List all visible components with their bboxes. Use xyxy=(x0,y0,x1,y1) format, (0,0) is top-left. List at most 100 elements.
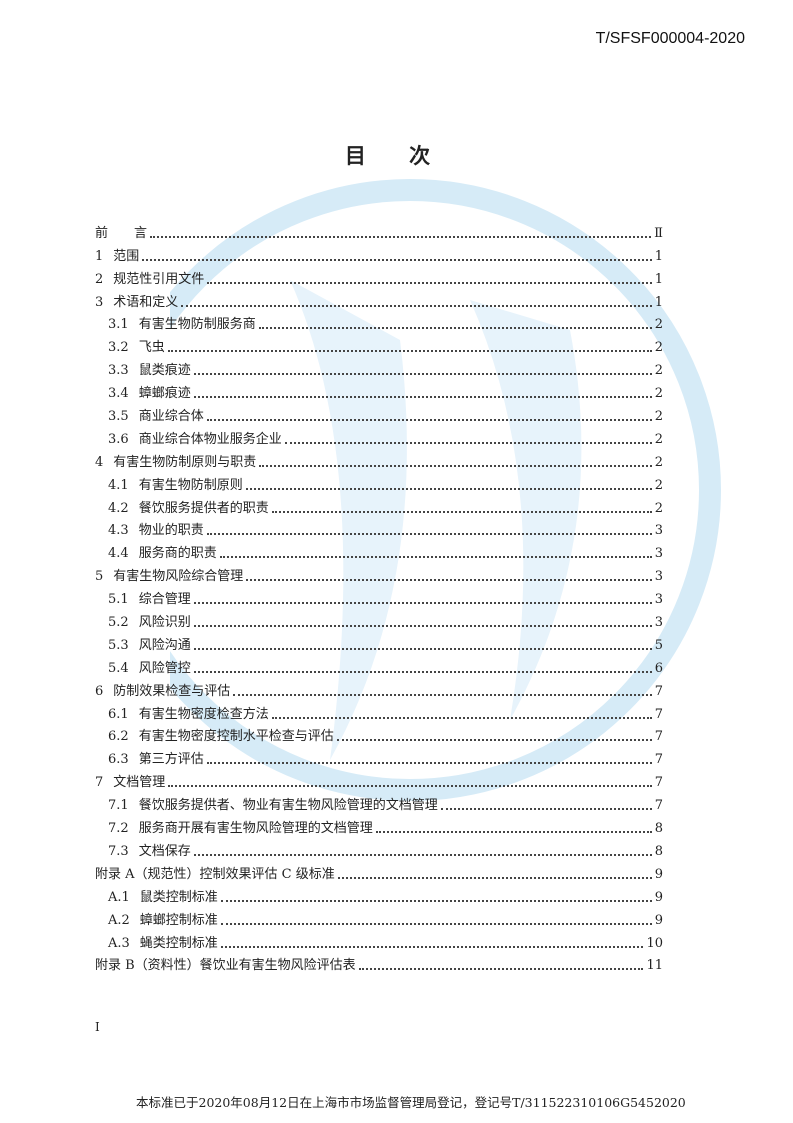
dot-leader xyxy=(358,968,644,971)
toc-entry[interactable]: 3.1 有害生物防制服务商 2 xyxy=(95,312,663,335)
dot-leader xyxy=(284,441,652,444)
toc-entry-label: 有害生物防制原则与职责 xyxy=(113,454,257,470)
toc-entry-page: 7 xyxy=(654,752,663,768)
dot-leader xyxy=(375,831,652,834)
toc-entry-page: 1 xyxy=(654,294,663,310)
toc-entry-page: 9 xyxy=(654,889,663,905)
toc-entry[interactable]: 4 有害生物防制原则与职责 2 xyxy=(95,449,663,472)
toc-entry-label: 风险识别 xyxy=(138,615,191,631)
toc-entry-label: 附录 B（资料性）餐饮业有害生物风险评估表 xyxy=(95,958,356,974)
toc-entry-number: 7.3 xyxy=(108,843,129,859)
dot-leader xyxy=(337,876,652,879)
toc-entry[interactable]: 7.2 服务商开展有害生物风险管理的文档管理 8 xyxy=(95,815,663,838)
toc-entry[interactable]: 3.2 飞虫 2 xyxy=(95,334,663,357)
toc-entry-label: 鼠类控制标准 xyxy=(139,889,218,905)
toc-entry[interactable]: 4.2 餐饮服务提供者的职责 2 xyxy=(95,495,663,518)
toc-entry-number: 5 xyxy=(95,569,104,585)
toc-entry[interactable]: 4.4 服务商的职责 3 xyxy=(95,540,663,563)
dot-leader xyxy=(193,625,652,628)
toc-entry-page: 7 xyxy=(654,798,663,814)
dot-leader xyxy=(219,556,652,559)
toc-entry[interactable]: A.2 蟑螂控制标准 9 xyxy=(95,907,663,930)
toc-entry[interactable]: 7.3 文档保存 8 xyxy=(95,838,663,861)
toc-entry-number: 6.1 xyxy=(108,706,129,722)
toc-entry[interactable]: 7.1 餐饮服务提供者、物业有害生物风险管理的文档管理 7 xyxy=(95,792,663,815)
toc-entry[interactable]: 前 言 Ⅱ xyxy=(95,220,663,243)
toc-entry[interactable]: 3 术语和定义 1 xyxy=(95,289,663,312)
toc-entry[interactable]: 4.1 有害生物防制原则 2 xyxy=(95,472,663,495)
dot-leader xyxy=(220,899,652,902)
toc-entry[interactable]: 7 文档管理 7 xyxy=(95,769,663,792)
toc-entry[interactable]: A.3 蝇类控制标准 10 xyxy=(95,930,663,953)
toc-entry[interactable]: 3.4 蟑螂痕迹 2 xyxy=(95,380,663,403)
toc-entry-page: 7 xyxy=(654,706,663,722)
toc-entry[interactable]: 6 防制效果检查与评估 7 xyxy=(95,678,663,701)
toc-entry[interactable]: 附录 A（规范性）控制效果评估 C 级标准 9 xyxy=(95,861,663,884)
toc-entry-page: 2 xyxy=(654,500,663,516)
toc-entry[interactable]: 6.3 第三方评估 7 xyxy=(95,746,663,769)
toc-entry-page: 7 xyxy=(654,729,663,745)
document-number: T/SFSF000004-2020 xyxy=(595,30,745,47)
toc-entry-label: 有害生物密度检查方法 xyxy=(138,706,269,722)
toc-entry-page: 3 xyxy=(654,523,663,539)
toc-entry[interactable]: 5 有害生物风险综合管理 3 xyxy=(95,563,663,586)
dot-leader xyxy=(181,304,652,307)
toc-entry[interactable]: 5.3 风险沟通 5 xyxy=(95,632,663,655)
dot-leader xyxy=(206,419,652,422)
dot-leader xyxy=(167,350,652,353)
toc-entry[interactable]: A.1 鼠类控制标准 9 xyxy=(95,884,663,907)
dot-leader xyxy=(336,739,652,742)
toc-entry[interactable]: 3.5 商业综合体 2 xyxy=(95,403,663,426)
toc-entry[interactable]: 5.1 综合管理 3 xyxy=(95,586,663,609)
toc-entry-page: 3 xyxy=(654,615,663,631)
toc-entry-label: 前 言 xyxy=(95,225,148,241)
toc-entry[interactable]: 5.2 风险识别 3 xyxy=(95,609,663,632)
toc-entry-number: 3.4 xyxy=(108,386,129,402)
dot-leader xyxy=(271,510,652,513)
toc-entry-page: 1 xyxy=(654,248,663,264)
toc-entry[interactable]: 6.1 有害生物密度检查方法 7 xyxy=(95,701,663,724)
toc-entry-number: 3.3 xyxy=(108,363,129,379)
toc-entry-number: 3.2 xyxy=(108,340,129,356)
dot-leader xyxy=(233,693,652,696)
toc-entry[interactable]: 3.6 商业综合体物业服务企业 2 xyxy=(95,426,663,449)
toc-entry-number: 3 xyxy=(95,294,104,310)
toc-entry-label: 有害生物风险综合管理 xyxy=(113,569,244,585)
toc-entry[interactable]: 5.4 风险管控 6 xyxy=(95,655,663,678)
dot-leader xyxy=(193,853,652,856)
toc-entry-page: 5 xyxy=(654,637,663,653)
toc-entry-label: 风险沟通 xyxy=(138,637,191,653)
dot-leader xyxy=(193,373,652,376)
toc-entry-label: 有害生物防制服务商 xyxy=(138,317,256,333)
toc-entry-label: 商业综合体 xyxy=(138,409,204,425)
toc-entry-label: 附录 A（规范性）控制效果评估 C 级标准 xyxy=(95,866,335,882)
toc-entry-label: 防制效果检查与评估 xyxy=(113,683,231,699)
toc-entry-page: 2 xyxy=(654,431,663,447)
toc-entry-page: 3 xyxy=(654,569,663,585)
toc-entry-number: 5.3 xyxy=(108,637,129,653)
toc-entry-number: 5.2 xyxy=(108,615,129,631)
toc-entry[interactable]: 2 规范性引用文件 1 xyxy=(95,266,663,289)
toc-entry-label: 飞虫 xyxy=(138,340,165,356)
toc-entry[interactable]: 3.3 鼠类痕迹 2 xyxy=(95,357,663,380)
toc-entry-page: 2 xyxy=(654,386,663,402)
toc-entry[interactable]: 附录 B（资料性）餐饮业有害生物风险评估表 11 xyxy=(95,953,663,976)
dot-leader xyxy=(271,716,652,719)
toc-entry-number: 7.2 xyxy=(108,821,129,837)
toc-entry-number: 4.2 xyxy=(108,500,129,516)
toc-entry-label: 服务商的职责 xyxy=(138,546,217,562)
page-number: I xyxy=(95,1020,100,1034)
toc-entry-label: 鼠类痕迹 xyxy=(138,363,191,379)
dot-leader xyxy=(220,922,652,925)
toc-entry-page: 10 xyxy=(646,935,663,951)
toc-entry[interactable]: 1 范围 1 xyxy=(95,243,663,266)
dot-leader xyxy=(259,464,652,467)
toc-entry[interactable]: 6.2 有害生物密度控制水平检查与评估 7 xyxy=(95,724,663,747)
toc-entry-label: 有害生物防制原则 xyxy=(138,477,243,493)
toc-entry-page: 3 xyxy=(654,546,663,562)
registration-footer: 本标准已于2020年08月12日在上海市市场监督管理局登记，登记号T/31152… xyxy=(136,1095,686,1110)
toc-entry[interactable]: 4.3 物业的职责 3 xyxy=(95,518,663,541)
dot-leader xyxy=(142,258,652,261)
toc-entry-number: 6.2 xyxy=(108,729,129,745)
toc-entry-label: 商业综合体物业服务企业 xyxy=(138,431,282,447)
